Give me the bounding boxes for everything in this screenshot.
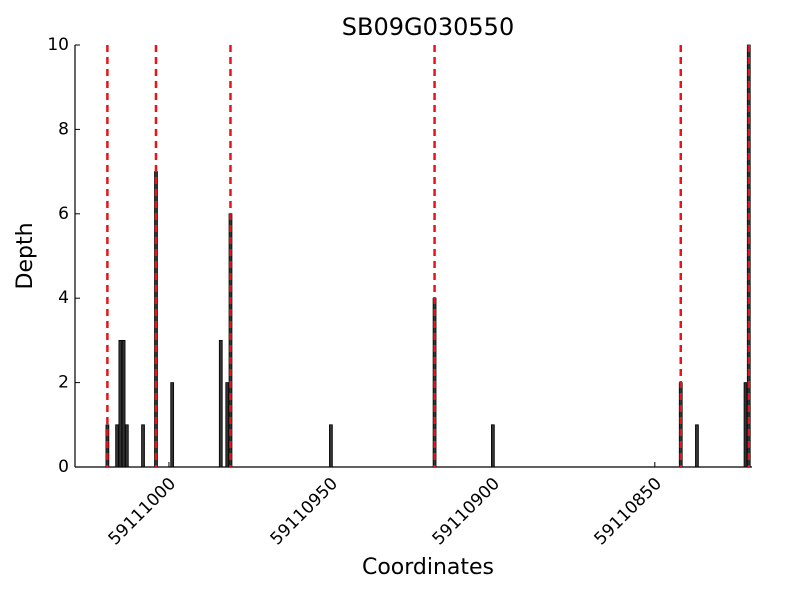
bar: [118, 339, 123, 468]
bar: [141, 424, 145, 468]
y-tick-label: 0: [58, 457, 69, 477]
bar: [121, 339, 126, 468]
bar: [329, 424, 333, 468]
bar: [695, 424, 699, 468]
bar: [743, 382, 748, 468]
bar: [218, 339, 223, 468]
bar: [124, 424, 129, 468]
x-tick-label: 59110900: [429, 474, 504, 549]
y-tick-label: 10: [47, 35, 69, 55]
x-axis-label: Coordinates: [362, 555, 494, 580]
x-tick-label: 59110850: [591, 474, 666, 549]
y-tick-label: 8: [58, 119, 69, 139]
y-tick-label: 4: [58, 288, 69, 308]
bar: [170, 382, 175, 468]
bar: [225, 382, 230, 468]
y-tick-label: 2: [58, 373, 69, 393]
bar: [491, 424, 495, 468]
y-tick-label: 6: [58, 204, 69, 224]
y-axis-label: Depth: [13, 222, 38, 289]
x-tick-label: 59110950: [267, 474, 342, 549]
bar: [115, 424, 119, 468]
chart-title: SB09G030550: [342, 13, 514, 41]
x-tick-label: 59111000: [105, 474, 180, 549]
